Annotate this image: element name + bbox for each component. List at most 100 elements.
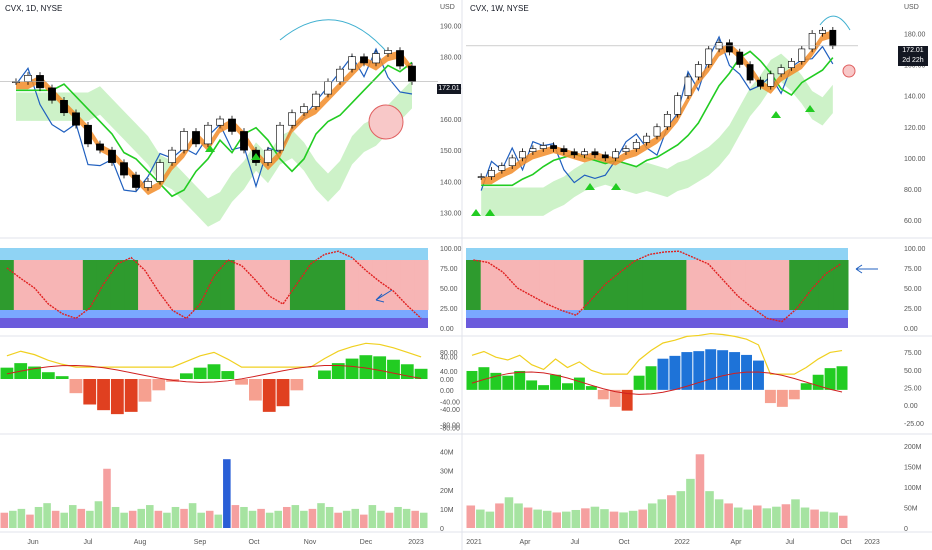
right-osc2-bar [538, 385, 550, 390]
left-candle [60, 100, 68, 114]
right-osc2-bar [753, 360, 764, 390]
left-volume-bar [402, 508, 411, 528]
left-symbol-label: CVX, 1D, NYSE [5, 4, 63, 13]
right-osc2-ytick: -40.00 [440, 407, 460, 414]
left-osc1-bottom-band [0, 318, 428, 328]
right-candle [653, 126, 661, 137]
right-volume-bar [743, 509, 752, 528]
left-osc2-bar [249, 379, 262, 401]
right-volume-bar [762, 508, 772, 528]
right-green-line [481, 50, 834, 187]
right-buy-triangle [585, 183, 595, 190]
right-xtick: Jul [786, 539, 795, 546]
right-osc2-bar [645, 366, 657, 390]
right-price-ytick: 160.00 [904, 63, 926, 70]
right-osc1-ytick: 0.00 [904, 326, 918, 333]
left-osc1-ytick: 100.00 [440, 246, 462, 253]
right-candle [798, 48, 806, 62]
right-osc1-regime [627, 260, 643, 310]
left-symbol-header: CVX, 1D, NYSE [5, 4, 62, 13]
left-candle [144, 180, 152, 188]
right-candle [560, 148, 568, 152]
right-candle [488, 170, 495, 177]
left-candle [372, 53, 380, 64]
left-candle [24, 75, 32, 82]
left-buy-triangle [251, 153, 261, 160]
left-candle [240, 131, 248, 151]
left-volume-bar [317, 503, 325, 528]
right-xtick: 2021 [466, 539, 482, 546]
right-osc2-bar [693, 351, 705, 390]
left-volume-bar [248, 510, 257, 528]
left-osc2-bar [235, 379, 249, 385]
right-osc1-top-band [466, 248, 848, 260]
left-osc1-regime [220, 260, 236, 310]
right-candle [601, 154, 609, 159]
left-volume-ytick: 20M [440, 488, 454, 495]
right-volume-bar [705, 491, 714, 528]
left-volume-bar [9, 510, 17, 528]
left-osc1-ytick: 50.00 [440, 286, 458, 293]
right-xtick: Apr [731, 539, 743, 546]
right-volume-bar [533, 509, 542, 528]
right-osc1-regime [715, 260, 731, 310]
left-volume-bar [342, 510, 351, 528]
left-volume-bar [360, 514, 368, 528]
right-osc1-ytick: 25.00 [904, 306, 922, 313]
left-volume-bar [223, 459, 231, 528]
left-xtick: Oct [249, 539, 260, 546]
right-candle [581, 151, 589, 156]
left-volume-bar [171, 506, 180, 528]
left-candle [264, 149, 272, 163]
right-osc1-regime [657, 260, 673, 310]
left-osc1-regime [234, 260, 250, 310]
right-volume-bar [495, 503, 504, 528]
left-osc1-mid-band [0, 310, 428, 318]
right-osc1-regime [833, 260, 849, 310]
left-candle [156, 162, 164, 182]
left-volume-bar [0, 512, 9, 528]
left-osc2-bar [262, 379, 276, 412]
right-osc2-bar [562, 383, 573, 390]
right-volume-bar [733, 507, 743, 528]
right-osc2-bar [812, 374, 824, 390]
right-price-ytick: 60.00 [904, 218, 922, 225]
right-volume-ytick: 0 [904, 526, 908, 533]
left-candle [288, 112, 296, 126]
left-candle [48, 87, 56, 101]
right-osc2-bar [836, 366, 848, 390]
right-volume-bar [466, 505, 476, 528]
left-volume-bar [377, 510, 385, 528]
right-candle [819, 29, 826, 34]
right-candle [508, 157, 516, 167]
right-osc2-ytick: 0.00 [440, 388, 454, 395]
left-volume-bar [419, 512, 428, 528]
right-volume-bar [657, 499, 667, 528]
right-volume-bar [609, 511, 619, 528]
left-osc2-bar [110, 379, 124, 415]
left-osc2-bar [414, 368, 428, 379]
right-osc2-bar [478, 367, 490, 390]
right-osc1-ytick: 100.00 [904, 246, 926, 253]
right-candle [767, 73, 775, 87]
left-volume-bar [265, 512, 274, 528]
left-price-ytick: 180.00 [440, 55, 462, 62]
right-xtick: Oct [841, 539, 852, 546]
right-osc2-right-ytick: 0.00 [904, 403, 918, 410]
right-osc1-regime [495, 260, 511, 310]
right-osc1-regime [583, 260, 599, 310]
right-volume-bar [800, 507, 810, 528]
left-osc2-bar [290, 379, 304, 391]
left-osc2-bar [331, 363, 345, 379]
left-volume-bar [17, 508, 26, 528]
left-osc1-regime [0, 260, 15, 310]
left-volume-ytick: 10M [440, 507, 454, 514]
left-osc1-regime [138, 260, 153, 310]
right-osc1-ytick: 50.00 [904, 286, 922, 293]
right-osc2-bar [729, 352, 741, 390]
left-candle [300, 106, 308, 114]
left-osc1-regime [165, 260, 180, 310]
left-top-arc [279, 19, 386, 51]
right-volume-bar [810, 509, 819, 528]
left-volume-bar [257, 508, 265, 528]
